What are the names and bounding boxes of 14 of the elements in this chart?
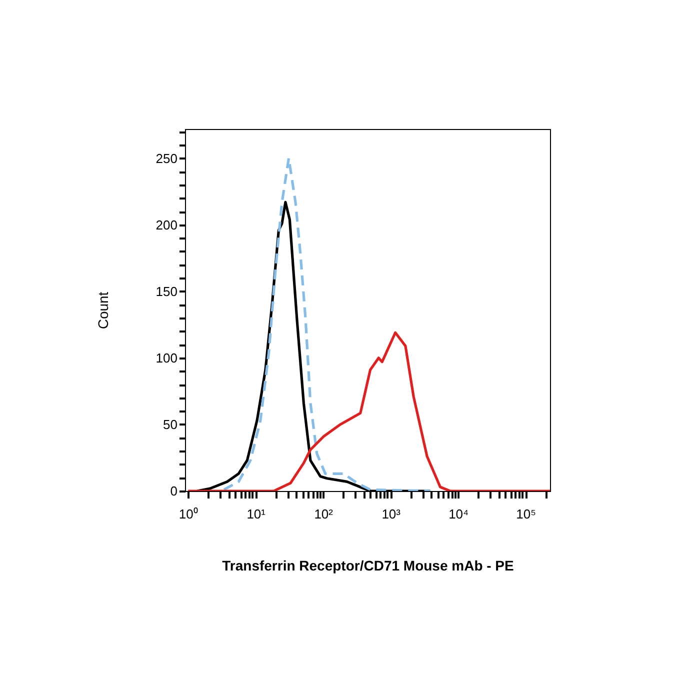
x-tick-label: 10⁴ xyxy=(448,506,469,522)
y-tick-label: 0 xyxy=(170,484,178,498)
x-axis-title: Transferrin Receptor/CD71 Mouse mAb - PE xyxy=(222,558,514,574)
y-tick-label: 200 xyxy=(156,217,178,232)
y-tick-label: 150 xyxy=(156,284,178,299)
x-tick-label: 10⁵ xyxy=(516,506,536,522)
y-tick-label: 100 xyxy=(156,350,178,366)
y-tick-label: 50 xyxy=(163,416,178,432)
y-tick-label: 250 xyxy=(156,150,178,166)
x-tick-label: 10² xyxy=(314,506,334,522)
x-tick-label: 10⁰ xyxy=(178,506,198,522)
x-tick-label: 10³ xyxy=(382,506,402,522)
x-tick-label: 10¹ xyxy=(246,506,266,522)
y-axis-title: Count xyxy=(94,292,111,330)
